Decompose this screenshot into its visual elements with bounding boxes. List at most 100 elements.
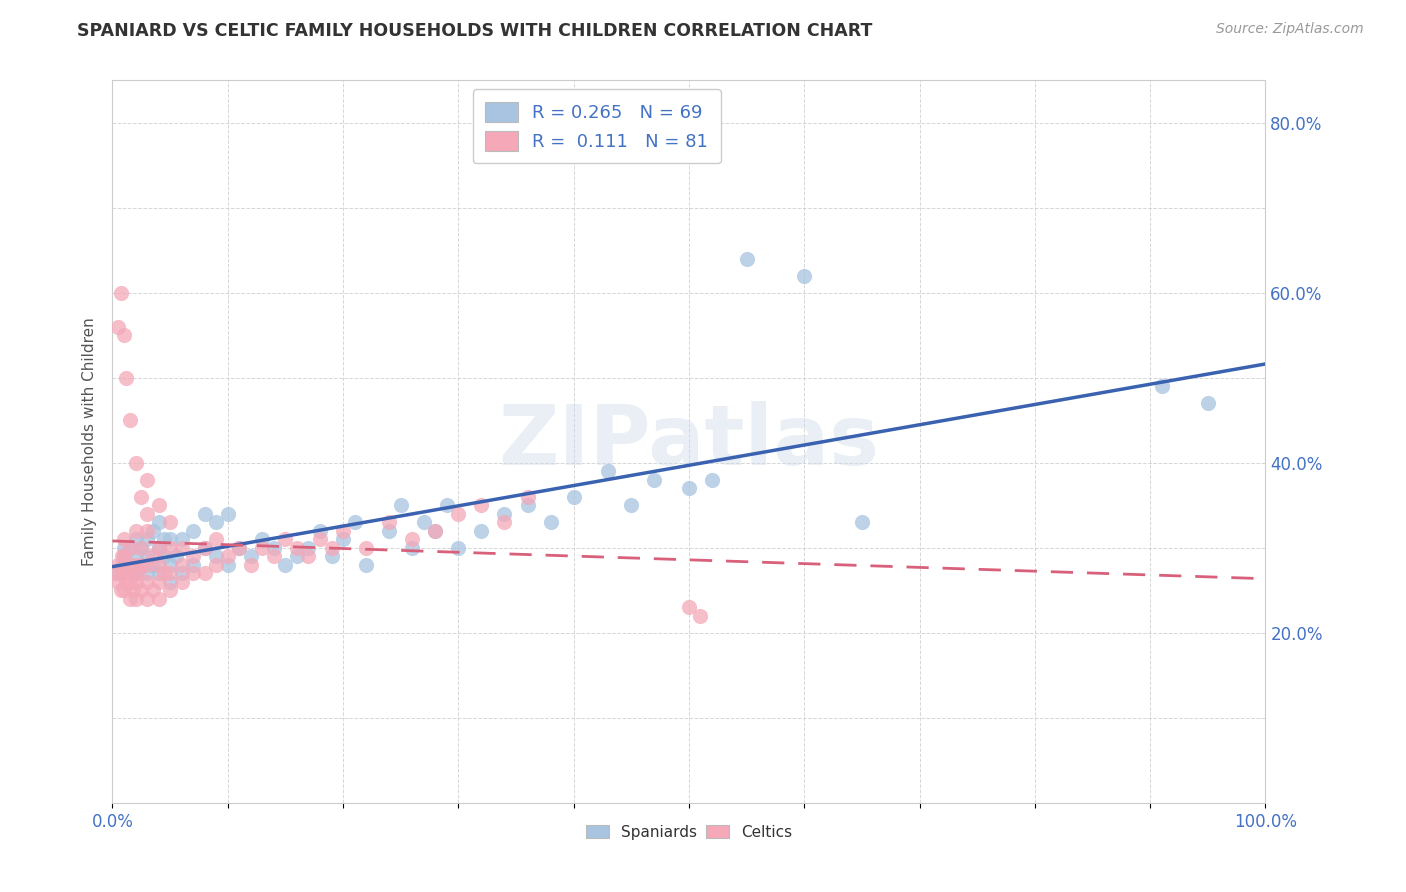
Point [343,516,366,530]
Point [217,558,239,572]
Point [118,541,141,555]
Point [107,574,129,589]
Point [194,566,217,581]
Point [118,558,141,572]
Point [122,583,145,598]
Point [689,608,711,623]
Point [263,549,285,564]
Point [148,591,170,606]
Point [447,507,470,521]
Point [107,558,129,572]
Point [115,371,138,385]
Point [112,549,135,564]
Point [165,549,187,564]
Point [159,541,181,555]
Point [129,558,153,572]
Point [332,533,354,547]
Point [129,490,153,504]
Point [793,268,815,283]
Point [115,558,138,572]
Text: Source: ZipAtlas.com: Source: ZipAtlas.com [1216,22,1364,37]
Point [118,574,141,589]
Point [297,549,319,564]
Point [112,583,135,598]
Point [136,574,159,589]
Point [124,591,146,606]
Point [181,566,204,581]
Point [309,533,332,547]
Point [205,533,228,547]
Point [153,533,176,547]
Point [136,558,159,572]
Point [274,558,297,572]
Point [148,541,170,555]
Point [129,541,153,555]
Point [110,583,132,598]
Point [205,516,228,530]
Legend: Spaniards, Celtics: Spaniards, Celtics [579,819,799,846]
Point [107,319,129,334]
Point [122,566,145,581]
Point [111,558,134,572]
Point [332,524,354,538]
Point [112,541,135,555]
Point [1150,379,1173,393]
Point [389,498,412,512]
Point [217,549,239,564]
Point [378,524,401,538]
Point [115,574,138,589]
Point [129,583,153,598]
Point [148,558,170,572]
Point [181,524,204,538]
Point [194,507,217,521]
Point [425,524,447,538]
Point [104,566,127,581]
Point [148,498,170,512]
Point [170,566,193,581]
Point [170,533,193,547]
Point [425,524,447,538]
Point [129,541,153,555]
Point [112,533,135,547]
Point [124,456,146,470]
Point [494,507,516,521]
Point [217,507,239,521]
Point [851,516,873,530]
Point [136,549,159,564]
Point [516,498,538,512]
Point [194,541,217,555]
Point [136,524,159,538]
Point [181,549,204,564]
Point [598,464,620,478]
Point [678,600,700,615]
Point [239,549,262,564]
Point [124,524,146,538]
Point [494,516,516,530]
Point [170,574,193,589]
Point [148,516,170,530]
Point [148,566,170,581]
Point [112,328,135,343]
Point [142,583,165,598]
Point [170,558,193,572]
Point [643,473,665,487]
Point [470,524,492,538]
Point [228,541,250,555]
Point [118,413,141,427]
Point [412,516,434,530]
Point [620,498,643,512]
Point [127,566,149,581]
Point [401,541,423,555]
Point [142,558,165,572]
Point [124,566,146,581]
Point [436,498,458,512]
Point [159,583,181,598]
Point [354,558,377,572]
Point [136,533,159,547]
Point [124,533,146,547]
Point [159,574,181,589]
Point [297,541,319,555]
Point [401,533,423,547]
Point [285,549,308,564]
Point [159,533,181,547]
